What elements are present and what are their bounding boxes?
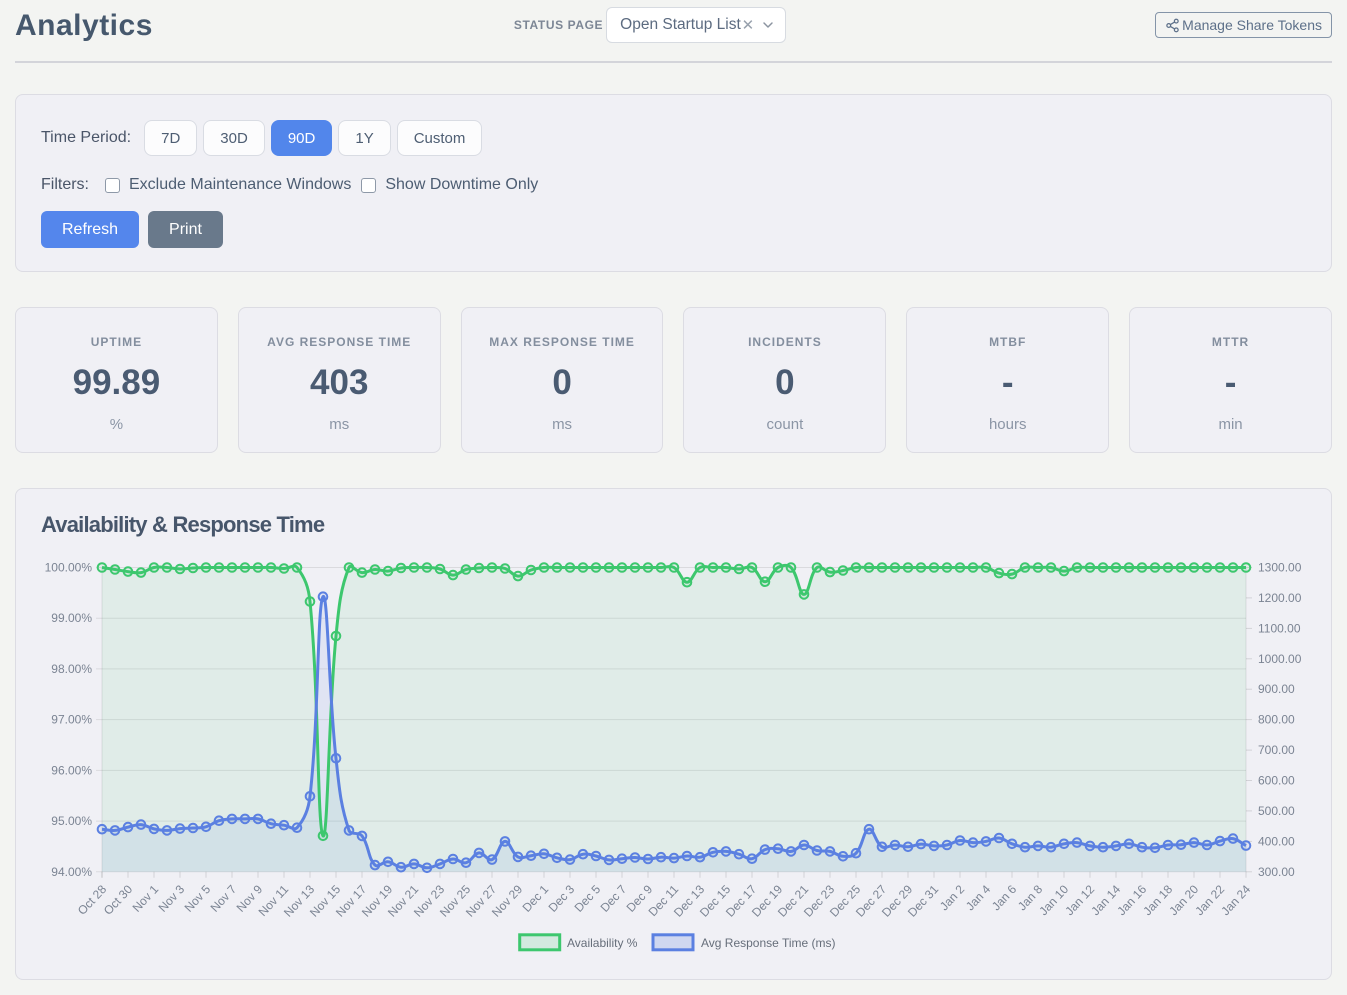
svg-text:300.00: 300.00 — [1258, 865, 1295, 879]
svg-text:1000.00: 1000.00 — [1258, 652, 1302, 666]
svg-text:1300.00: 1300.00 — [1258, 561, 1302, 575]
svg-text:95.00%: 95.00% — [51, 814, 92, 828]
svg-text:1100.00: 1100.00 — [1258, 621, 1301, 635]
svg-text:Nov 1: Nov 1 — [130, 882, 162, 915]
svg-text:Availability %: Availability % — [567, 936, 638, 950]
svg-text:96.00%: 96.00% — [51, 763, 92, 777]
svg-text:94.00%: 94.00% — [51, 865, 92, 879]
svg-text:98.00%: 98.00% — [51, 662, 92, 676]
svg-text:Jan 4: Jan 4 — [963, 882, 993, 913]
svg-text:900.00: 900.00 — [1258, 682, 1295, 696]
svg-text:Avg Response Time (ms): Avg Response Time (ms) — [701, 936, 836, 950]
svg-text:Dec 1: Dec 1 — [520, 882, 552, 915]
svg-text:Jan 24: Jan 24 — [1218, 882, 1253, 918]
svg-text:Jan 6: Jan 6 — [989, 882, 1019, 913]
svg-text:Nov 3: Nov 3 — [156, 882, 188, 915]
svg-text:Dec 7: Dec 7 — [598, 882, 630, 915]
svg-text:600.00: 600.00 — [1258, 774, 1295, 788]
svg-text:1200.00: 1200.00 — [1258, 591, 1302, 605]
svg-text:800.00: 800.00 — [1258, 713, 1295, 727]
svg-text:Dec 5: Dec 5 — [572, 882, 604, 915]
svg-text:400.00: 400.00 — [1258, 834, 1295, 848]
svg-text:Dec 3: Dec 3 — [546, 882, 578, 915]
svg-text:97.00%: 97.00% — [51, 713, 92, 727]
svg-text:500.00: 500.00 — [1258, 804, 1295, 818]
svg-text:Oct 30: Oct 30 — [101, 882, 136, 918]
svg-text:700.00: 700.00 — [1258, 743, 1295, 757]
svg-text:Jan 2: Jan 2 — [937, 882, 967, 913]
svg-text:Nov 7: Nov 7 — [208, 882, 240, 915]
svg-text:Nov 5: Nov 5 — [182, 882, 214, 915]
svg-text:100.00%: 100.00% — [45, 561, 93, 575]
svg-text:99.00%: 99.00% — [51, 611, 92, 625]
